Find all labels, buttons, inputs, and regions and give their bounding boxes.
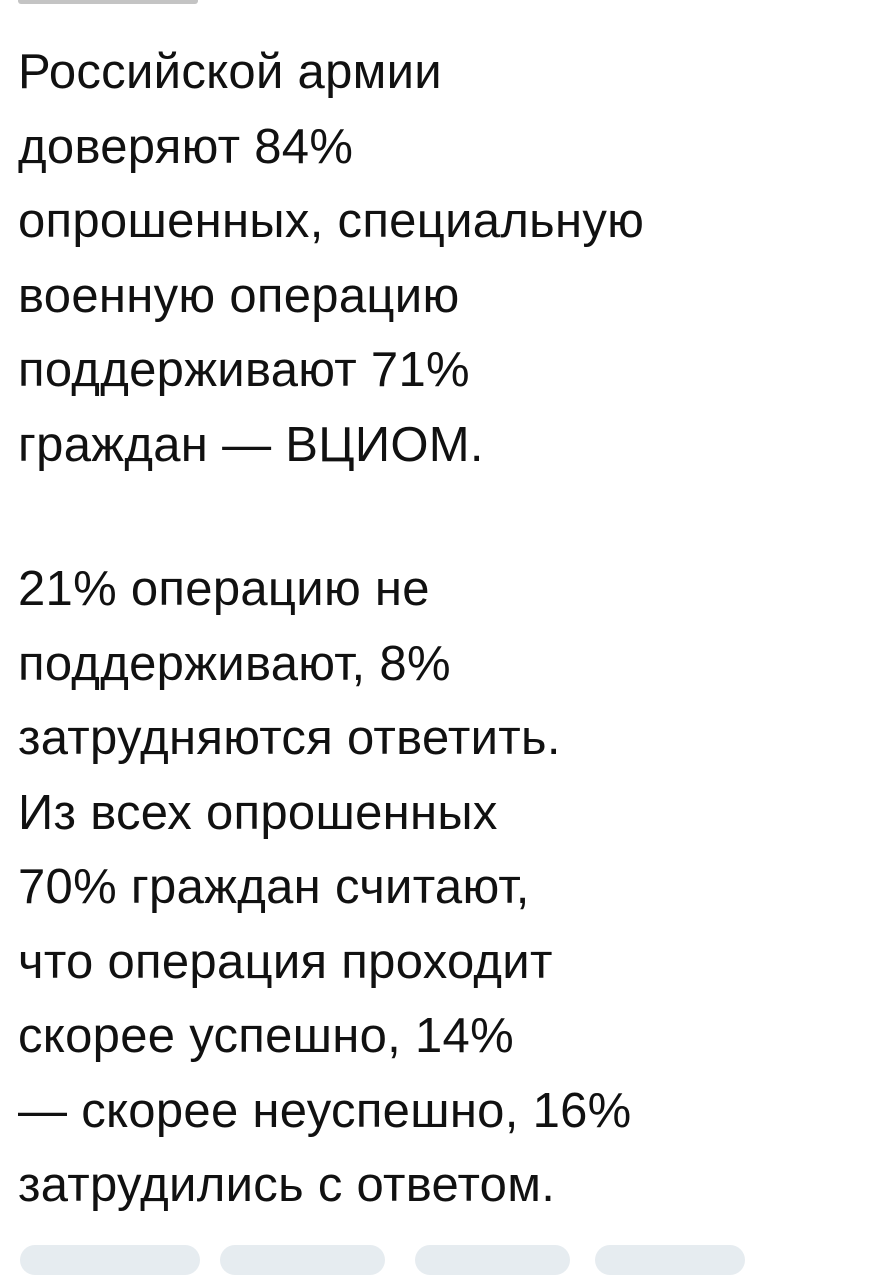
text-line: что операция проходит <box>18 934 553 989</box>
text-line: затрудились с ответом. <box>18 1158 556 1212</box>
text-line: поддерживают 71% <box>18 343 470 397</box>
text-line: затрудняются ответить. <box>18 711 561 765</box>
reaction-button[interactable] <box>220 1245 385 1275</box>
text-line: 21% операцию не <box>18 562 430 616</box>
reaction-button[interactable] <box>595 1245 745 1275</box>
cut-off-header <box>18 0 198 4</box>
text-line: 70% граждан считают, <box>18 860 530 914</box>
text-line: Российской армии <box>18 45 442 99</box>
text-line: доверяют 84% <box>18 119 354 174</box>
text-line: скорее успешно, 14% <box>18 1009 514 1063</box>
text-line: поддерживают, 8% <box>18 636 451 691</box>
text-line: военную операцию <box>18 268 460 323</box>
text-line: опрошенных, специальную <box>18 194 645 248</box>
paragraph: Российской армии доверяют 84% опрошенных, … <box>18 35 644 482</box>
text-line: — скорее неуспешно, 16% <box>18 1083 632 1138</box>
reaction-button[interactable] <box>20 1245 200 1275</box>
reaction-button[interactable] <box>415 1245 570 1275</box>
text-line: Из всех опрошенных <box>18 785 498 840</box>
text-line: граждан — ВЦИОМ. <box>18 417 484 472</box>
paragraph: 21% операцию не поддерживают, 8% затрудняю… <box>18 552 632 1223</box>
